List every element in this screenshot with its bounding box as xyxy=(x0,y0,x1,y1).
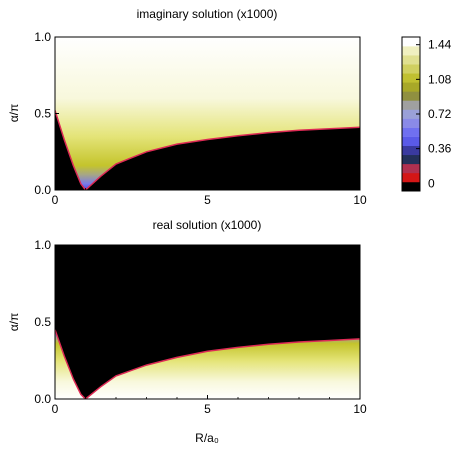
panel-real-colored-region xyxy=(55,329,360,399)
panel-imaginary-axes: 0 5 10 0.0 0.5 1.0 xyxy=(34,30,367,207)
panel-real-boundary-curve xyxy=(55,329,360,399)
colorbar-bin xyxy=(402,127,420,137)
colorbar-bin xyxy=(402,82,420,92)
panel-imaginary-ytick-label: 1.0 xyxy=(34,30,51,44)
colorbar-bin xyxy=(402,154,420,165)
panel-imaginary-ytick-label: 0.5 xyxy=(34,107,51,121)
panel-imaginary: imaginary solution (x1000) 0 5 10 0.0 0.5 1.0… xyxy=(7,7,367,207)
panel-real: real solution (x1000) 0 5 100.00.51.0 α/π … xyxy=(7,218,367,445)
panel-imaginary-colored-region xyxy=(55,37,360,190)
colorbar-bin xyxy=(402,55,420,65)
colorbar-tick-label: 0.72 xyxy=(428,107,452,121)
panel-real-xtick-label: 5 xyxy=(204,402,211,416)
colorbar-bin xyxy=(402,91,420,101)
panel-real-ylabel: α/π xyxy=(7,313,21,332)
colorbar-bin xyxy=(402,136,420,147)
panel-imaginary-xtick-label: 5 xyxy=(204,193,211,207)
colorbar-tick-label: 1.08 xyxy=(428,72,452,86)
colorbar-bin xyxy=(402,181,420,192)
panel-real-ytick-label: 0.0 xyxy=(34,392,51,406)
colorbar: 1.44 1.08 0.72 0.36 0 xyxy=(401,36,452,192)
colorbar-bin xyxy=(402,118,420,128)
colorbar-bin xyxy=(402,73,420,83)
panel-real-xtick-label: 0 xyxy=(52,402,59,416)
panel-imaginary-ytick-label: 0.0 xyxy=(34,183,51,197)
panel-real-axes: 0 5 10 0.0 0.5 1.0 xyxy=(34,238,367,416)
colorbar-bin xyxy=(402,163,420,174)
colorbar-bin xyxy=(402,37,420,47)
colorbar-tick-label: 1.44 xyxy=(428,38,452,52)
panel-real-xlabel: R/a₀ xyxy=(195,431,219,445)
panel-imaginary-boundary-curve xyxy=(55,110,360,190)
colorbar-bins xyxy=(402,37,420,192)
colorbar-bin xyxy=(402,46,420,56)
colorbar-bin xyxy=(402,172,420,183)
panel-real-title: real solution (x1000) xyxy=(153,218,262,232)
panel-real-ytick-label: 1.0 xyxy=(34,238,51,252)
panel-imaginary-xtick-label: 0 xyxy=(52,193,59,207)
colorbar-bin xyxy=(402,109,420,119)
colorbar-bin xyxy=(402,64,420,74)
colorbar-ticks: 1.44 1.08 0.72 0.36 0 xyxy=(416,38,452,190)
colorbar-bin xyxy=(402,145,420,156)
colorbar-bin xyxy=(402,100,420,110)
panel-imaginary-title: imaginary solution (x1000) xyxy=(137,7,278,21)
colorbar-tick-label: 0 xyxy=(428,176,435,190)
panel-imaginary-xtick-label: 10 xyxy=(353,193,367,207)
panel-imaginary-ylabel: α/π xyxy=(7,104,21,123)
panel-real-ytick-label: 0.5 xyxy=(34,315,51,329)
panel-real-xtick-label: 10 xyxy=(353,402,367,416)
colorbar-tick-label: 0.36 xyxy=(428,142,452,156)
